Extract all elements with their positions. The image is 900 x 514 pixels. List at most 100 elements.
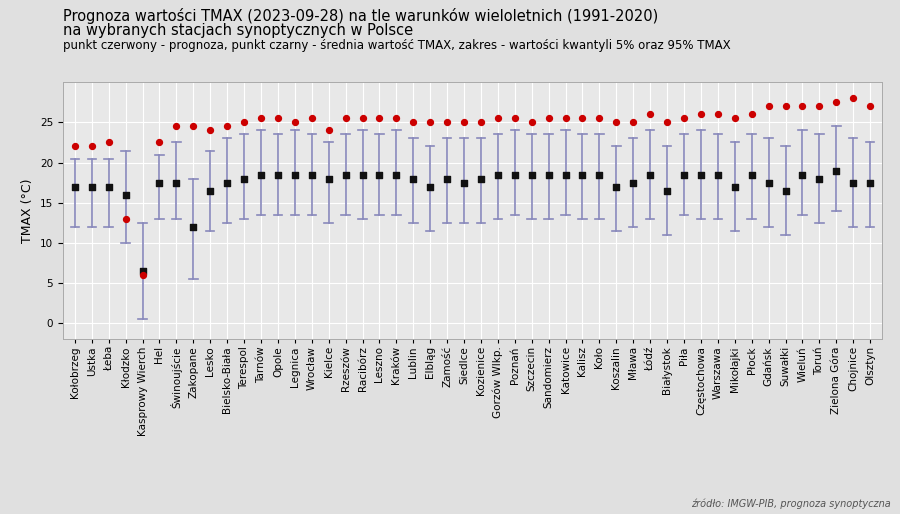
Point <box>135 271 149 279</box>
Point <box>542 114 556 122</box>
Point <box>356 114 370 122</box>
Point <box>440 175 454 183</box>
Point <box>711 111 725 119</box>
Point <box>389 171 403 179</box>
Point <box>796 171 810 179</box>
Point <box>575 114 590 122</box>
Point <box>846 178 860 187</box>
Point <box>863 102 878 111</box>
Point <box>694 171 708 179</box>
Point <box>85 142 99 151</box>
Point <box>643 111 657 119</box>
Point <box>796 102 810 111</box>
Point <box>660 187 674 195</box>
Point <box>558 114 572 122</box>
Point <box>812 175 826 183</box>
Point <box>643 171 657 179</box>
Point <box>727 182 742 191</box>
Point <box>491 171 505 179</box>
Point <box>812 102 826 111</box>
Point <box>321 126 336 135</box>
Point <box>119 215 133 223</box>
Point <box>186 122 201 131</box>
Point <box>457 118 472 126</box>
Point <box>271 114 285 122</box>
Point <box>102 138 116 146</box>
Point <box>525 171 539 179</box>
Point <box>744 111 759 119</box>
Point <box>152 178 166 187</box>
Text: na wybranych stacjach synoptycznych w Polsce: na wybranych stacjach synoptycznych w Po… <box>63 23 413 38</box>
Point <box>237 175 251 183</box>
Point <box>406 118 420 126</box>
Point <box>575 171 590 179</box>
Point <box>68 182 82 191</box>
Point <box>423 118 437 126</box>
Point <box>254 171 268 179</box>
Point <box>542 171 556 179</box>
Point <box>237 118 251 126</box>
Point <box>744 171 759 179</box>
Point <box>304 171 319 179</box>
Point <box>592 114 607 122</box>
Point <box>829 98 843 106</box>
Point <box>169 178 184 187</box>
Point <box>68 142 82 151</box>
Point <box>694 111 708 119</box>
Point <box>338 114 353 122</box>
Point <box>373 171 387 179</box>
Point <box>254 114 268 122</box>
Point <box>592 171 607 179</box>
Point <box>389 114 403 122</box>
Point <box>169 122 184 131</box>
Point <box>304 114 319 122</box>
Point <box>473 175 488 183</box>
Point <box>356 171 370 179</box>
Point <box>778 102 793 111</box>
Point <box>508 171 522 179</box>
Point <box>508 114 522 122</box>
Point <box>863 178 878 187</box>
Point <box>119 191 133 199</box>
Point <box>271 171 285 179</box>
Text: źródło: IMGW-PIB, prognoza synoptyczna: źródło: IMGW-PIB, prognoza synoptyczna <box>691 499 891 509</box>
Text: punkt czerwony - prognoza, punkt czarny - średnia wartość TMAX, zakres - wartośc: punkt czerwony - prognoza, punkt czarny … <box>63 39 731 51</box>
Point <box>85 182 99 191</box>
Point <box>711 171 725 179</box>
Point <box>406 175 420 183</box>
Point <box>338 171 353 179</box>
Point <box>660 118 674 126</box>
Point <box>491 114 505 122</box>
Point <box>423 182 437 191</box>
Point <box>829 167 843 175</box>
Point <box>846 94 860 102</box>
Point <box>373 114 387 122</box>
Point <box>473 118 488 126</box>
Point <box>626 118 641 126</box>
Point <box>186 223 201 231</box>
Point <box>609 118 624 126</box>
Point <box>626 178 641 187</box>
Point <box>677 114 691 122</box>
Point <box>288 171 302 179</box>
Y-axis label: TMAX (°C): TMAX (°C) <box>22 178 34 243</box>
Point <box>102 182 116 191</box>
Point <box>440 118 454 126</box>
Point <box>727 114 742 122</box>
Point <box>677 171 691 179</box>
Point <box>152 138 166 146</box>
Point <box>761 102 776 111</box>
Text: Prognoza wartości TMAX (2023-09-28) na tle warunków wieloletnich (1991-2020): Prognoza wartości TMAX (2023-09-28) na t… <box>63 8 658 24</box>
Point <box>525 118 539 126</box>
Point <box>457 178 472 187</box>
Point <box>609 182 624 191</box>
Point <box>558 171 572 179</box>
Point <box>220 178 234 187</box>
Point <box>288 118 302 126</box>
Point <box>220 122 234 131</box>
Point <box>321 175 336 183</box>
Point <box>778 187 793 195</box>
Point <box>203 187 218 195</box>
Point <box>203 126 218 135</box>
Point <box>761 178 776 187</box>
